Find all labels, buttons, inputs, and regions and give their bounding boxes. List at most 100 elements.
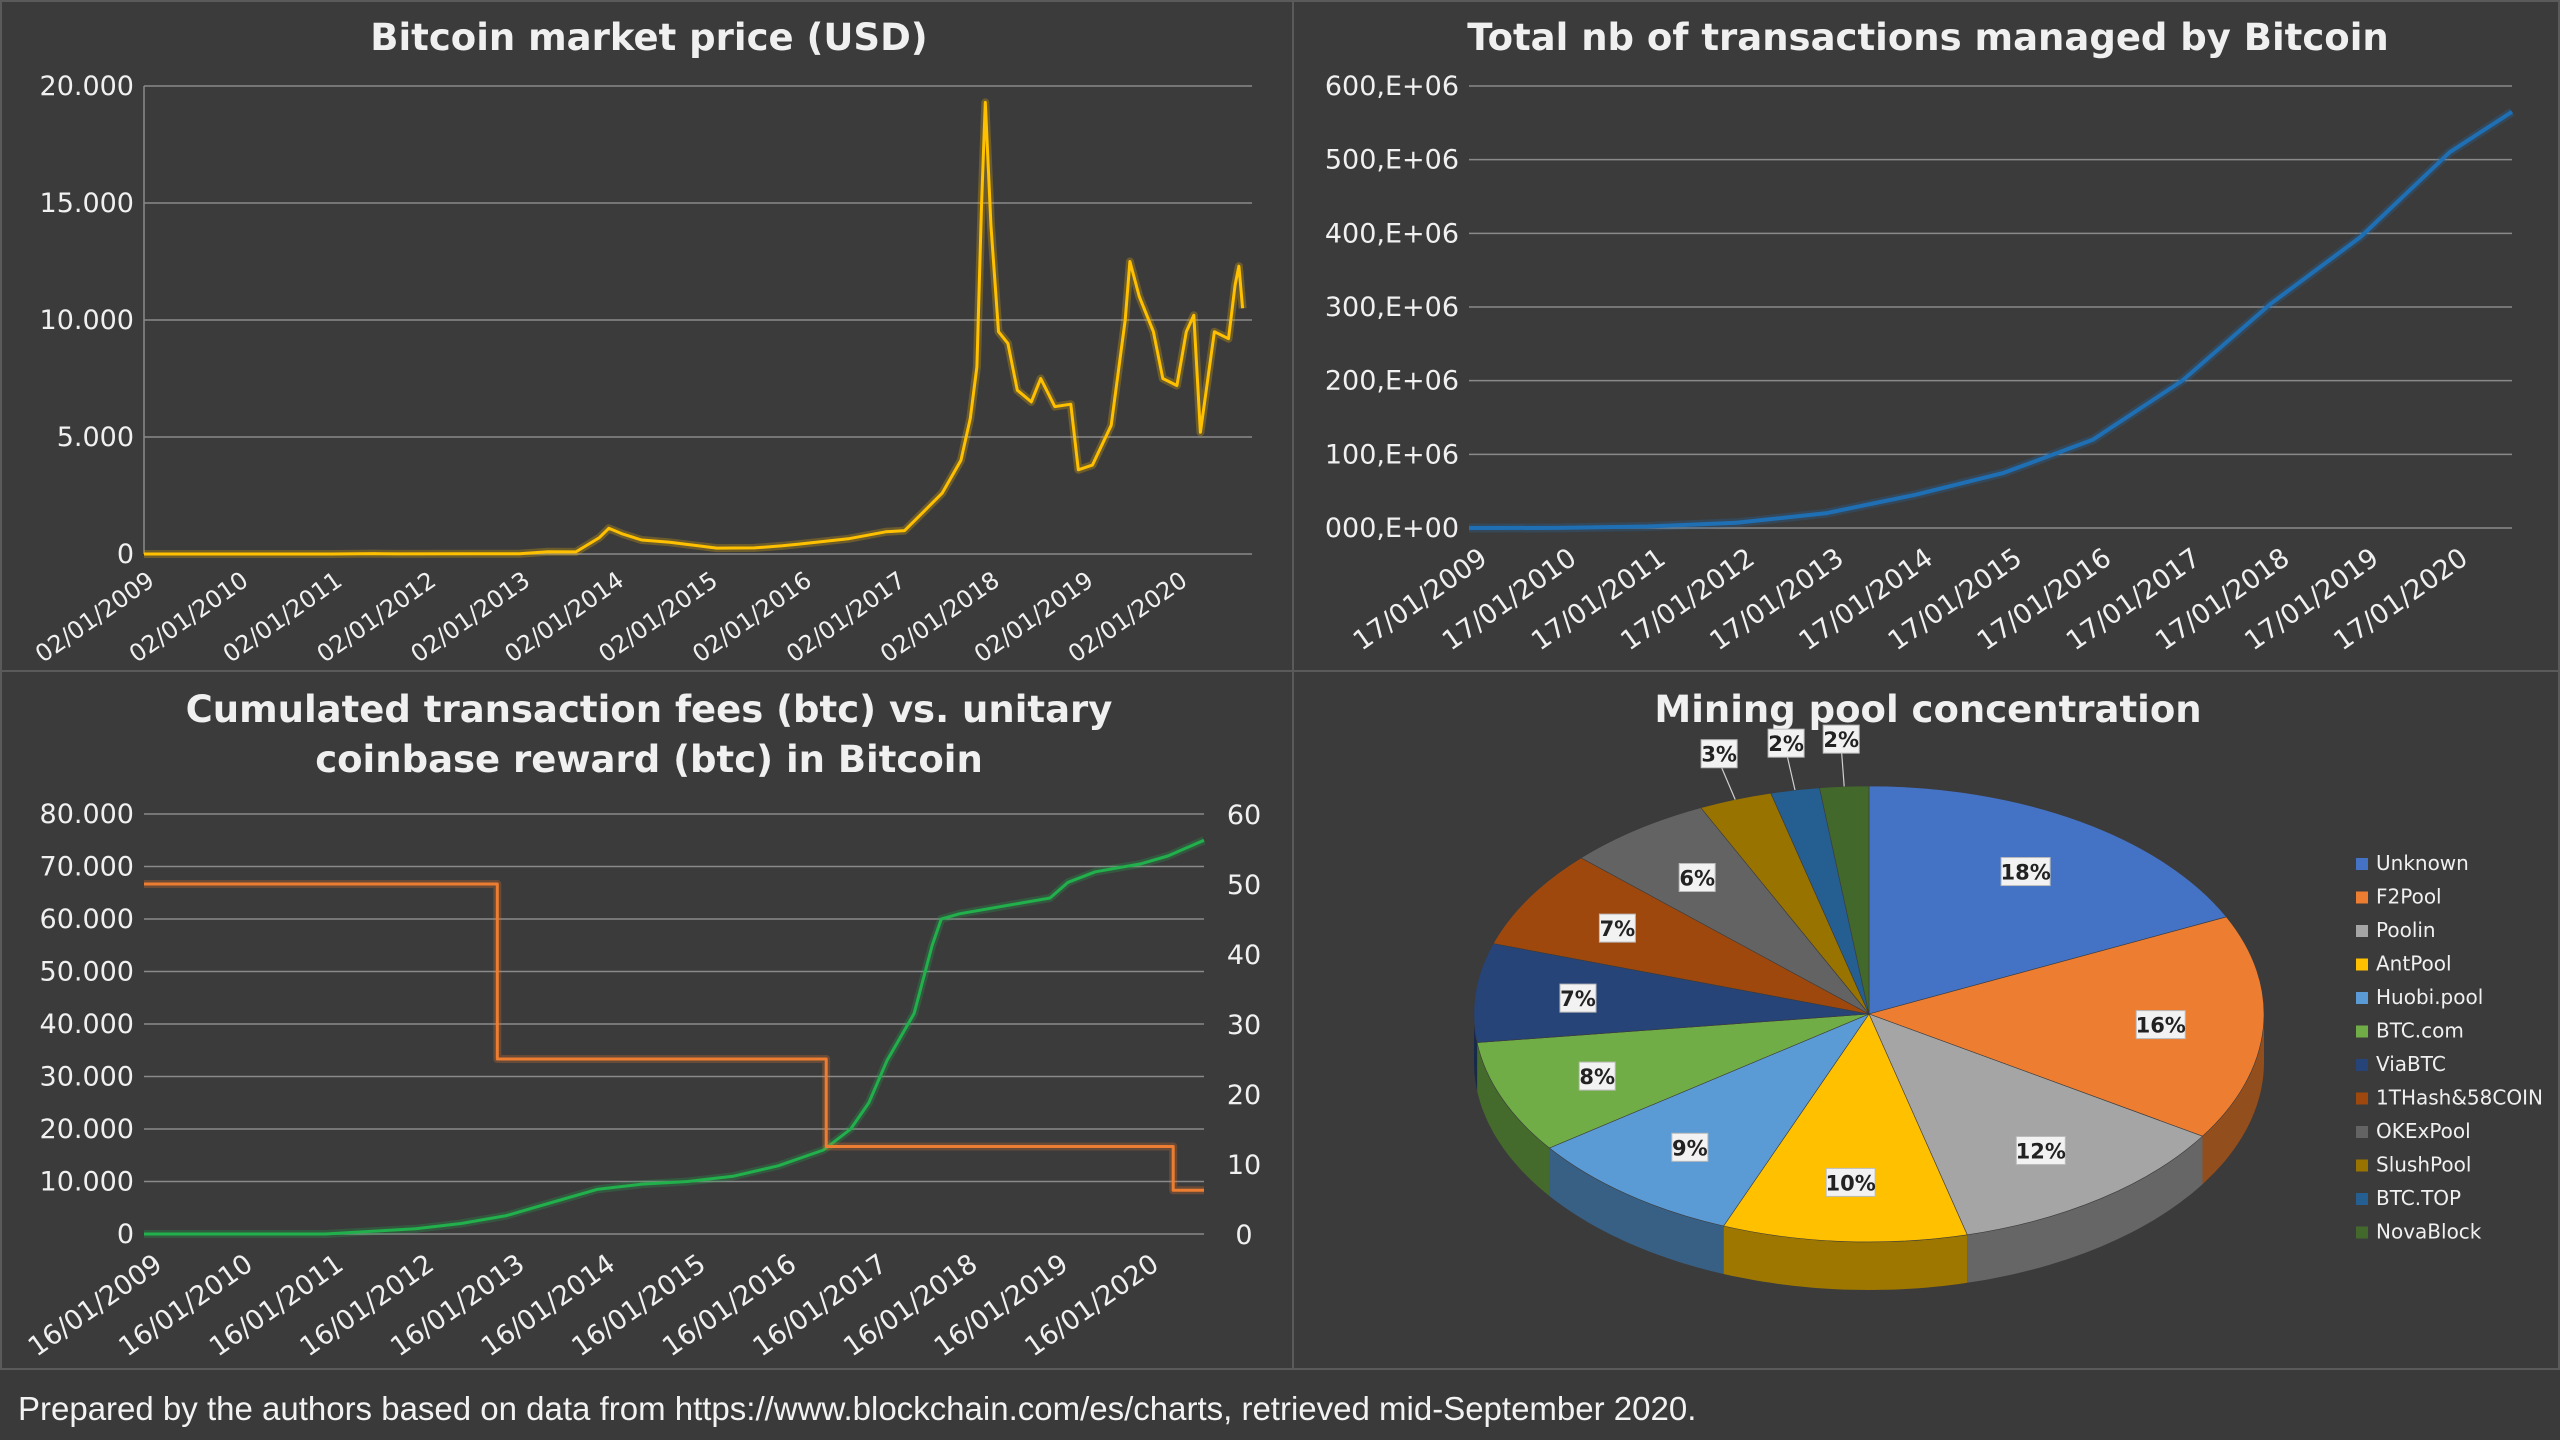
pie-value-label-box bbox=[1825, 1167, 1876, 1197]
y-tick-label: 50.000 bbox=[40, 957, 134, 988]
pie-slice-side bbox=[1477, 1042, 1550, 1196]
pie-leader-line bbox=[1840, 747, 1845, 787]
legend-swatch bbox=[2356, 1226, 2368, 1239]
pie-value-label: 3% bbox=[1701, 743, 1737, 767]
pie-value-label-box bbox=[2135, 1010, 2186, 1040]
y-tick-label: 10.000 bbox=[40, 1167, 134, 1198]
mining-pool-chart: Mining pool concentration 18% 16% 12% 10% 9%… bbox=[1473, 688, 2543, 1290]
y-tick-label: 200,E+06 bbox=[1325, 366, 1459, 397]
pie-value-label-box bbox=[1578, 1061, 1616, 1091]
pie-slice bbox=[1473, 943, 1870, 1043]
legend-label: Poolin bbox=[2376, 918, 2436, 942]
legend-swatch bbox=[2356, 1059, 2368, 1071]
y-tick-label: 100,E+06 bbox=[1325, 439, 1459, 470]
y-tick-label: 15.000 bbox=[40, 188, 134, 219]
y2-tick-label: 60 bbox=[1227, 800, 1261, 831]
y-tick-label: 20.000 bbox=[40, 1114, 134, 1145]
y-tick-label: 600,E+06 bbox=[1325, 71, 1459, 102]
pie-slice bbox=[1476, 1013, 1870, 1149]
pie-slice bbox=[1868, 1013, 2204, 1236]
pie-slice-side bbox=[1549, 1148, 1724, 1274]
pie-value-label-box bbox=[1822, 724, 1860, 754]
y2-tick-label: 50 bbox=[1227, 870, 1261, 901]
pie-slice bbox=[1868, 785, 2227, 1015]
fees-chart: Cumulated transaction fees (btc) vs. uni… bbox=[23, 688, 1261, 1363]
pie-value-label: 10% bbox=[1826, 1171, 1876, 1195]
price-chart: Bitcoin market price (USD) 0 5.000 10.000 1… bbox=[30, 16, 1252, 668]
legend-swatch bbox=[2356, 1025, 2368, 1038]
footer: Prepared by the authors based on data fr… bbox=[0, 1368, 2560, 1440]
legend-label: BTC.TOP bbox=[2376, 1186, 2461, 1210]
pie-slice-side bbox=[1474, 1014, 1478, 1091]
transactions-chart: Total nb of transactions managed by Bitc… bbox=[1325, 16, 2515, 657]
chart-title: Bitcoin market price (USD) bbox=[370, 16, 927, 59]
legend-swatch bbox=[2356, 992, 2368, 1004]
chart-title-line-2: coinbase reward (btc) in Bitcoin bbox=[315, 738, 983, 781]
pie-value-label-box bbox=[1559, 983, 1597, 1013]
series-line bbox=[144, 838, 1205, 1236]
y-tick-label: 30.000 bbox=[40, 1062, 134, 1093]
pie-value-label-box bbox=[1678, 863, 1716, 893]
pie-value-label: 2% bbox=[1823, 728, 1859, 752]
price-chart-panel: Bitcoin market price (USD) 0 5.000 10.000 1… bbox=[0, 0, 1294, 672]
legend-swatch bbox=[2356, 891, 2368, 904]
legend-swatch bbox=[2356, 858, 2368, 870]
y-tick-label: 10.000 bbox=[40, 305, 134, 336]
pie-value-label: 7% bbox=[1600, 917, 1636, 941]
fees-chart-panel: Cumulated transaction fees (btc) vs. uni… bbox=[0, 670, 1294, 1370]
series-line bbox=[144, 882, 1204, 1192]
legend-label: AntPool bbox=[2376, 952, 2452, 976]
pie-slice-side bbox=[2202, 1014, 2264, 1185]
chart-title: Total nb of transactions managed by Bitc… bbox=[1467, 16, 2388, 59]
legend-label: ViaBTC bbox=[2376, 1052, 2446, 1076]
series-line-glow bbox=[1468, 108, 2515, 533]
legend-swatch bbox=[2356, 1193, 2368, 1205]
mining-pool-chart-panel: Mining pool concentration 18% 16% 12% 10% 9%… bbox=[1292, 670, 2560, 1370]
legend-label: F2Pool bbox=[2376, 885, 2442, 909]
y-tick-label: 40.000 bbox=[40, 1009, 134, 1040]
pie-slice bbox=[1580, 807, 1870, 1015]
y-tick-label: 400,E+06 bbox=[1325, 218, 1459, 249]
pie-value-label: 6% bbox=[1679, 867, 1715, 891]
pie-slice bbox=[1492, 857, 1870, 1015]
pie-slice bbox=[1819, 785, 1870, 1015]
pie-value-label-box bbox=[1598, 913, 1636, 943]
y-tick-label: 0 bbox=[117, 1219, 134, 1250]
pie-value-label: 7% bbox=[1560, 987, 1596, 1011]
pie-value-label: 2% bbox=[1768, 732, 1804, 756]
series-line bbox=[144, 100, 1245, 556]
chart-title-line-1: Cumulated transaction fees (btc) vs. uni… bbox=[186, 688, 1113, 731]
y-tick-label: 0 bbox=[117, 539, 134, 570]
legend-swatch bbox=[2356, 958, 2368, 971]
pie-value-label: 18% bbox=[2000, 861, 2050, 885]
legend-label: SlushPool bbox=[2376, 1153, 2471, 1177]
y2-tick-label: 30 bbox=[1227, 1010, 1261, 1041]
pie-value-label-box bbox=[1700, 739, 1738, 769]
y-tick-label: 500,E+06 bbox=[1325, 145, 1459, 176]
legend-label: 1THash&58COIN bbox=[2376, 1086, 2543, 1110]
series-line-glow bbox=[144, 880, 1204, 1195]
pie-slice bbox=[1868, 916, 2265, 1137]
y-tick-label: 000,E+00 bbox=[1325, 513, 1459, 544]
y-tick-label: 5.000 bbox=[57, 422, 134, 453]
pie-slice bbox=[1548, 1013, 1870, 1227]
pie-value-label: 12% bbox=[2016, 1139, 2066, 1163]
y2-tick-label: 10 bbox=[1227, 1150, 1261, 1181]
transactions-chart-panel: Total nb of transactions managed by Bitc… bbox=[1292, 0, 2560, 672]
pie-value-label: 8% bbox=[1579, 1065, 1615, 1089]
legend-swatch bbox=[2356, 1126, 2368, 1138]
legend-swatch bbox=[2356, 925, 2368, 937]
series-line bbox=[1468, 110, 2514, 530]
legend-label: NovaBlock bbox=[2376, 1220, 2482, 1244]
pie-value-label: 9% bbox=[1672, 1136, 1708, 1160]
y-tick-label: 300,E+06 bbox=[1325, 292, 1459, 323]
series-line-glow bbox=[144, 98, 1247, 558]
pie-slice-side bbox=[1723, 1226, 1968, 1290]
legend-label: Unknown bbox=[2376, 851, 2469, 875]
pie-value-label-box bbox=[1767, 728, 1805, 758]
y-tick-label: 20.000 bbox=[40, 71, 134, 102]
y2-tick-label: 0 bbox=[1235, 1220, 1252, 1251]
pie-value-label: 16% bbox=[2136, 1014, 2186, 1038]
pie-value-label-box bbox=[2000, 857, 2051, 887]
